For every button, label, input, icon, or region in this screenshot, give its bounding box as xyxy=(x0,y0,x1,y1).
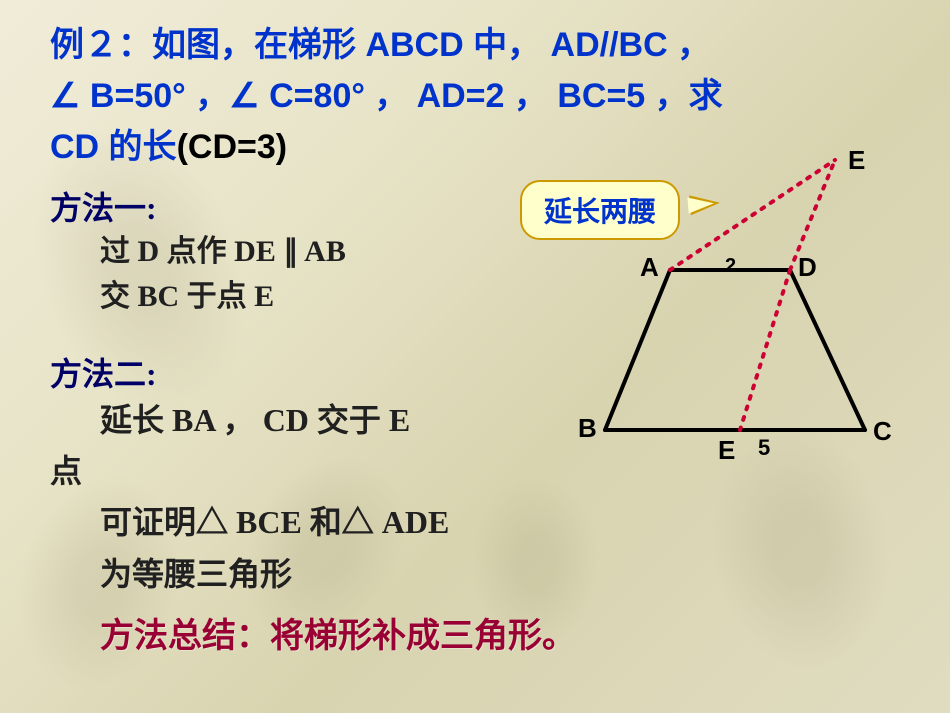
label-D: D xyxy=(798,252,817,283)
label-E-top: E xyxy=(848,145,865,176)
label-E-bottom: E xyxy=(718,435,735,466)
method2-step2: 可证明△ BCE 和△ ADE xyxy=(100,497,900,548)
label-B: B xyxy=(578,413,597,444)
diagram-svg xyxy=(500,140,920,470)
label-BC-length: 5 xyxy=(758,435,770,461)
title-line2: ∠ B=50° ，∠ C=80° ， AD=2 ， BC=5 ，求 xyxy=(50,77,723,115)
method-summary: 方法总结：将梯形补成三角形。 xyxy=(100,608,900,657)
label-C: C xyxy=(873,416,892,447)
method2-step3: 为等腰三角形 xyxy=(100,549,900,600)
label-A: A xyxy=(640,252,659,283)
label-AD-length: 2 xyxy=(725,255,736,278)
title-line1: 例２：如图，在梯形 ABCD 中， AD//BC ， xyxy=(50,26,711,64)
geometry-diagram: 延长两腰 A D B C E E 2 5 xyxy=(500,140,920,490)
title-line3: CD 的长 xyxy=(50,128,177,166)
answer-text: (CD=3) xyxy=(177,128,288,166)
